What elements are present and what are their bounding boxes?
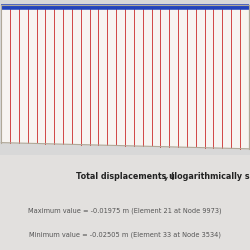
Text: Minimum value = -0.02505 m (Element 33 at Node 3534): Minimum value = -0.02505 m (Element 33 a… (29, 231, 221, 237)
Text: Total displacements u: Total displacements u (76, 172, 174, 181)
Text: (logarithmically scaled up 250 times): (logarithmically scaled up 250 times) (168, 172, 250, 181)
Text: Maximum value = -0.01975 m (Element 21 at Node 9973): Maximum value = -0.01975 m (Element 21 a… (28, 207, 222, 214)
Polygon shape (1, 5, 249, 149)
Text: y: y (164, 176, 168, 181)
